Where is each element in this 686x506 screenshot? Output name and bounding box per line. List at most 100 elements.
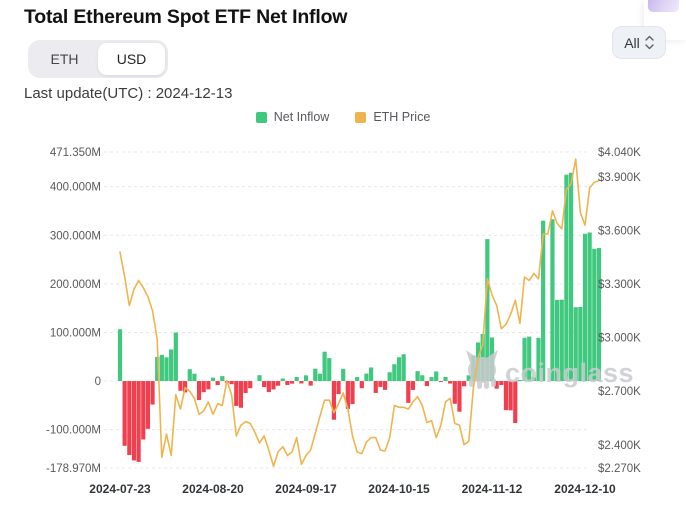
net-inflow-bar[interactable]	[438, 381, 443, 383]
net-inflow-bar[interactable]	[285, 381, 290, 385]
net-inflow-bar[interactable]	[559, 299, 564, 382]
net-inflow-bar[interactable]	[429, 377, 434, 382]
net-inflow-bar[interactable]	[443, 376, 448, 382]
net-inflow-bar[interactable]	[280, 378, 285, 382]
net-inflow-bar[interactable]	[345, 381, 350, 409]
net-inflow-bar[interactable]	[299, 381, 304, 384]
net-inflow-bar[interactable]	[136, 381, 141, 462]
net-inflow-bar[interactable]	[141, 381, 146, 440]
net-inflow-bar[interactable]	[462, 381, 467, 387]
toggle-option-usd[interactable]: USD	[98, 43, 165, 75]
net-inflow-bar[interactable]	[568, 172, 574, 382]
net-inflow-bar[interactable]	[396, 357, 402, 382]
net-inflow-bar[interactable]	[303, 375, 309, 382]
net-inflow-bar[interactable]	[266, 381, 271, 393]
net-inflow-bar[interactable]	[364, 373, 369, 382]
net-inflow-bar[interactable]	[220, 376, 225, 382]
net-inflow-bar[interactable]	[392, 364, 397, 382]
net-inflow-bar[interactable]	[508, 381, 513, 411]
net-inflow-bar[interactable]	[164, 357, 169, 382]
net-inflow-bar[interactable]	[313, 368, 318, 382]
net-inflow-bar[interactable]	[355, 377, 360, 382]
net-inflow-bar[interactable]	[331, 381, 336, 420]
net-inflow-bar[interactable]	[513, 381, 518, 424]
net-inflow-bar[interactable]	[159, 354, 164, 382]
net-inflow-bar[interactable]	[541, 220, 546, 382]
net-inflow-bar[interactable]	[596, 248, 602, 382]
net-inflow-bar[interactable]	[466, 375, 471, 382]
net-inflow-bar[interactable]	[234, 381, 239, 406]
net-inflow-bar[interactable]	[522, 337, 527, 382]
eth-price-line[interactable]	[119, 158, 600, 467]
net-inflow-bar[interactable]	[196, 381, 202, 401]
net-inflow-bar[interactable]	[201, 381, 206, 393]
legend-item-net-inflow[interactable]: Net Inflow	[255, 110, 329, 124]
net-inflow-bar[interactable]	[452, 381, 457, 404]
currency-toggle[interactable]: ETH USD	[28, 40, 168, 78]
net-inflow-bar[interactable]	[317, 373, 323, 382]
net-inflow-bar[interactable]	[294, 376, 299, 382]
net-inflow-bar[interactable]	[582, 233, 588, 382]
net-inflow-bar[interactable]	[457, 381, 462, 412]
net-inflow-bar[interactable]	[378, 381, 383, 387]
net-inflow-bar[interactable]	[127, 381, 132, 456]
net-inflow-bar[interactable]	[564, 174, 569, 382]
net-inflow-bar[interactable]	[448, 381, 453, 384]
net-inflow-bar[interactable]	[206, 381, 211, 390]
net-inflow-bar[interactable]	[369, 367, 374, 382]
net-inflow-bar[interactable]	[178, 381, 183, 391]
net-inflow-bar[interactable]	[587, 232, 592, 382]
net-inflow-bar[interactable]	[336, 381, 341, 395]
toggle-option-eth[interactable]: ETH	[50, 51, 79, 67]
net-inflow-bar[interactable]	[359, 381, 364, 389]
net-inflow-bar[interactable]	[415, 371, 420, 382]
net-inflow-bar[interactable]	[592, 248, 597, 382]
net-inflow-bar[interactable]	[308, 381, 313, 386]
net-inflow-bar[interactable]	[406, 381, 411, 403]
net-inflow-bar[interactable]	[257, 375, 262, 382]
net-inflow-bar[interactable]	[238, 381, 243, 408]
net-inflow-bar[interactable]	[117, 329, 123, 382]
net-inflow-bar[interactable]	[322, 351, 327, 382]
net-inflow-bar[interactable]	[485, 239, 490, 382]
net-inflow-bar[interactable]	[550, 219, 555, 382]
net-inflow-bar[interactable]	[271, 381, 276, 390]
net-inflow-bar[interactable]	[341, 368, 346, 382]
net-inflow-bar[interactable]	[248, 381, 253, 389]
net-inflow-bar[interactable]	[262, 381, 267, 388]
legend-item-eth-price[interactable]: ETH Price	[355, 110, 430, 124]
net-inflow-bar[interactable]	[434, 371, 439, 382]
net-inflow-bar[interactable]	[573, 307, 578, 382]
net-inflow-bar[interactable]	[503, 381, 509, 411]
net-inflow-bar[interactable]	[527, 336, 532, 382]
net-inflow-bar[interactable]	[424, 381, 429, 387]
net-inflow-bar[interactable]	[173, 332, 178, 382]
net-inflow-bar[interactable]	[243, 381, 248, 393]
net-inflow-bar[interactable]	[150, 381, 155, 405]
net-inflow-bar[interactable]	[327, 358, 332, 382]
net-inflow-bar[interactable]	[531, 377, 536, 382]
net-inflow-bar[interactable]	[131, 381, 137, 461]
net-inflow-bar[interactable]	[420, 375, 425, 382]
net-inflow-bar[interactable]	[145, 381, 150, 429]
net-inflow-bar[interactable]	[229, 381, 234, 385]
net-inflow-bar[interactable]	[183, 381, 188, 393]
net-inflow-bar[interactable]	[494, 381, 499, 389]
net-inflow-bar[interactable]	[517, 380, 522, 382]
net-inflow-bar[interactable]	[122, 381, 127, 446]
net-inflow-bar[interactable]	[373, 381, 378, 393]
net-inflow-bar[interactable]	[210, 377, 216, 382]
net-inflow-bar[interactable]	[578, 307, 583, 382]
net-inflow-bar[interactable]	[155, 356, 160, 382]
time-range-selector[interactable]: All	[612, 26, 666, 59]
net-inflow-bar[interactable]	[536, 337, 541, 382]
net-inflow-bar[interactable]	[382, 381, 388, 390]
net-inflow-bar[interactable]	[169, 349, 174, 382]
net-inflow-bar[interactable]	[401, 354, 406, 382]
net-inflow-bar[interactable]	[350, 381, 355, 405]
net-inflow-bar[interactable]	[410, 381, 416, 390]
net-inflow-bar[interactable]	[215, 381, 220, 386]
net-inflow-bar[interactable]	[192, 373, 197, 382]
net-inflow-bar[interactable]	[187, 369, 192, 382]
